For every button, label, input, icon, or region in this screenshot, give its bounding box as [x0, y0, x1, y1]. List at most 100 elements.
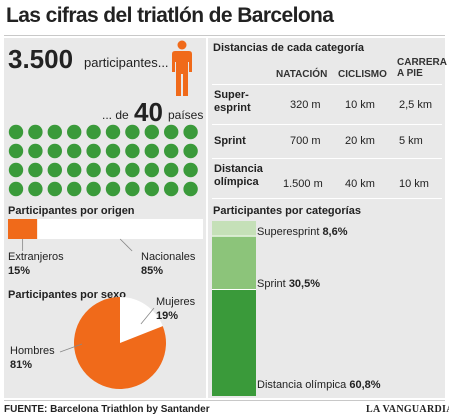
table-divider [212, 158, 442, 159]
bar-distancia-olimpica [212, 289, 256, 396]
bar-extranjeros [8, 219, 38, 239]
brand-logo: LA VANGUARDIA [366, 404, 449, 415]
col-header-natacion: NATACIÓN [276, 69, 328, 80]
pie-slice-hombres [74, 297, 166, 389]
country-dot [183, 162, 198, 178]
country-dot [86, 162, 101, 178]
country-dot [164, 143, 179, 159]
country-dot [67, 181, 82, 197]
table-cell: 320 m [290, 99, 321, 111]
country-dot [86, 124, 101, 140]
distances-title: Distancias de cada categoría [213, 42, 365, 54]
page-title: Las cifras del triatlón de Barcelona [6, 4, 334, 27]
country-dot [164, 162, 179, 178]
leader-line [59, 343, 83, 353]
country-dot [144, 181, 159, 197]
country-dot [28, 143, 43, 159]
row-label-sprint: Sprint [214, 135, 246, 147]
country-dot [105, 143, 121, 159]
table-divider [212, 198, 442, 199]
participants-label: participantes... [84, 55, 169, 70]
countries-prefix: ... de [102, 108, 129, 122]
country-dot [28, 162, 43, 178]
country-dot [8, 124, 24, 140]
country-dot [105, 124, 121, 140]
leader-line [140, 307, 155, 325]
country-dot [144, 124, 159, 140]
country-dot [86, 143, 101, 159]
category-label: Superesprint 8,6% [257, 226, 348, 238]
category-chart-title: Participantes por categorías [213, 205, 361, 217]
origin-chart [8, 219, 203, 252]
bar-nacionales [37, 219, 203, 239]
participants-count: 3.500 [8, 44, 74, 74]
country-dot [47, 143, 62, 159]
country-dot [47, 181, 62, 197]
category-label: Sprint 30,5% [257, 278, 320, 290]
origin-label-nacionales: Nacionales [141, 251, 196, 263]
bar-sprint [212, 236, 256, 290]
country-dot [86, 181, 101, 197]
category-value-sprint: 30,5% [288, 278, 321, 290]
footer-divider [4, 400, 445, 401]
country-dot [67, 143, 82, 159]
country-dot [47, 124, 62, 140]
table-cell: 20 km [345, 135, 375, 147]
category-label: Distancia olímpica 60,8% [257, 379, 381, 391]
table-cell: 40 km [345, 178, 375, 190]
country-dot [67, 124, 82, 140]
sex-value-hombres: 81% [10, 359, 33, 371]
country-dot [164, 124, 179, 140]
category-label-distancia-olimpica: Distancia olímpica [257, 379, 347, 391]
col-header-ciclismo: CICLISMO [338, 69, 387, 80]
origin-value-nacionales: 85% [141, 265, 164, 277]
origin-chart-title: Participantes por origen [8, 205, 135, 217]
table-cell: 700 m [290, 135, 321, 147]
category-value-distancia-olimpica: 60,8% [349, 379, 381, 391]
country-dot [183, 181, 198, 197]
category-label-sprint: Sprint [257, 278, 286, 290]
sex-label-mujeres: Mujeres [156, 296, 196, 308]
country-dot [8, 181, 24, 197]
country-dot [105, 162, 121, 178]
source-note: FUENTE: Barcelona Triathlon by Santander [4, 404, 210, 415]
countries-dots [8, 124, 198, 197]
table-cell: 5 km [399, 135, 423, 147]
table-divider [212, 124, 442, 125]
country-dot [164, 181, 179, 197]
person-icon [172, 40, 192, 96]
pie-slice-mujeres [120, 297, 163, 343]
country-dot [125, 162, 140, 178]
category-chart [212, 221, 256, 396]
country-dot [125, 124, 140, 140]
col-header-carrera: CARRERA A PIE [397, 57, 447, 79]
country-dot [28, 124, 43, 140]
countries-label: países [168, 108, 204, 122]
leader-line [119, 238, 133, 252]
category-label-superesprint: Superesprint [257, 226, 320, 238]
sex-label-hombres: Hombres [10, 345, 55, 357]
sex-chart [59, 297, 166, 389]
country-dot [125, 143, 140, 159]
origin-label-extranjeros: Extranjeros [8, 251, 64, 263]
countries-count: 40 [134, 97, 163, 127]
title-divider [4, 35, 445, 36]
category-value-superesprint: 8,6% [322, 226, 348, 238]
country-dot [8, 162, 24, 178]
bar-superesprint [212, 221, 256, 237]
row-label-distancia-olimpica: Distancia olímpica [214, 163, 263, 188]
table-divider [212, 84, 442, 85]
table-cell: 10 km [345, 99, 375, 111]
country-dot [8, 143, 24, 159]
table-cell: 10 km [399, 178, 429, 190]
row-label-superesprint: Super-esprint [214, 89, 251, 114]
country-dot [183, 143, 198, 159]
country-dot [144, 162, 159, 178]
country-dot [47, 162, 62, 178]
country-dot [105, 181, 121, 197]
table-cell: 2,5 km [399, 99, 433, 111]
country-dot [125, 181, 140, 197]
sex-value-mujeres: 19% [156, 310, 179, 322]
country-dot [183, 124, 198, 140]
country-dot [67, 162, 82, 178]
